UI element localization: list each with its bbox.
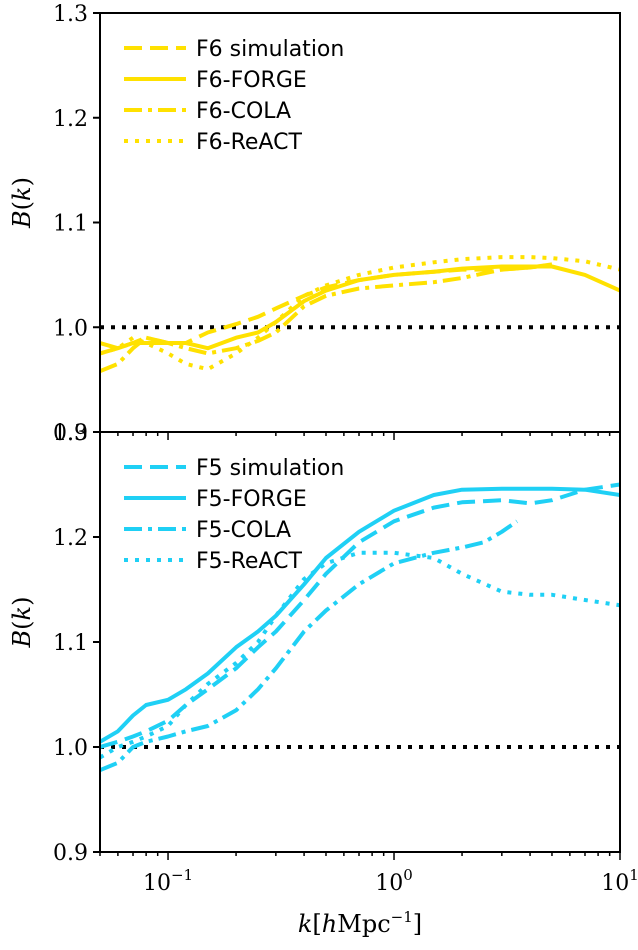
legend-label: F6-FORGE — [196, 68, 307, 93]
y-tick-label: 0.9 — [53, 421, 88, 446]
x-tick-label: 100 — [375, 866, 413, 896]
legend-label: F5-FORGE — [196, 487, 307, 512]
legend-label: F5-ReACT — [196, 549, 302, 574]
y-tick-label: 1.2 — [53, 107, 88, 132]
series-line-bottom-0 — [100, 482, 620, 749]
series-line-bottom-3 — [100, 550, 620, 760]
y-tick-label: 0.9 — [53, 841, 88, 866]
legend-label: F6-ReACT — [196, 130, 302, 155]
x-axis-label-text: k[hMpc−1] — [298, 908, 422, 938]
legend-label: F6-COLA — [196, 99, 291, 124]
legend-label: F5 simulation — [196, 456, 344, 481]
series-line-top-3 — [100, 255, 620, 372]
legend: F5 simulation F5-FORGE F5-COLA F5-ReACT — [124, 456, 344, 574]
y-tick-label: 1.3 — [53, 2, 88, 27]
y-tick-label: 1.3 — [53, 421, 88, 446]
y-tick-label: 1.0 — [53, 736, 88, 761]
legend: F6 simulation F6-FORGE F6-COLA F6-ReACT — [124, 37, 344, 155]
y-tick-label: 1.0 — [53, 316, 88, 341]
x-tick-label: 10−1 — [143, 866, 193, 896]
series-line-bottom-2 — [100, 519, 519, 772]
panel-bottom: 0.9 1.0 1.1 1.2 1.3 B(k) 10−1 100 101 F5 simulati… — [8, 421, 638, 896]
y-tick-label: 1.1 — [53, 631, 88, 656]
x-tick-label: 101 — [601, 866, 638, 896]
y-tick-label: 1.1 — [53, 212, 88, 237]
y-axis-label: B(k) — [8, 177, 36, 229]
panel-top: 0.9 1.0 1.1 1.2 1.3 B(k) F6 simulation F6-FORGE… — [8, 2, 621, 446]
y-axis-label: B(k) — [8, 597, 36, 649]
legend-label: F6 simulation — [196, 37, 344, 62]
y-tick-label: 1.2 — [53, 526, 88, 551]
x-axis-label: k[hMpc−1] — [298, 908, 422, 938]
legend-label: F5-COLA — [196, 518, 291, 543]
series-line-bottom-1 — [100, 486, 620, 744]
